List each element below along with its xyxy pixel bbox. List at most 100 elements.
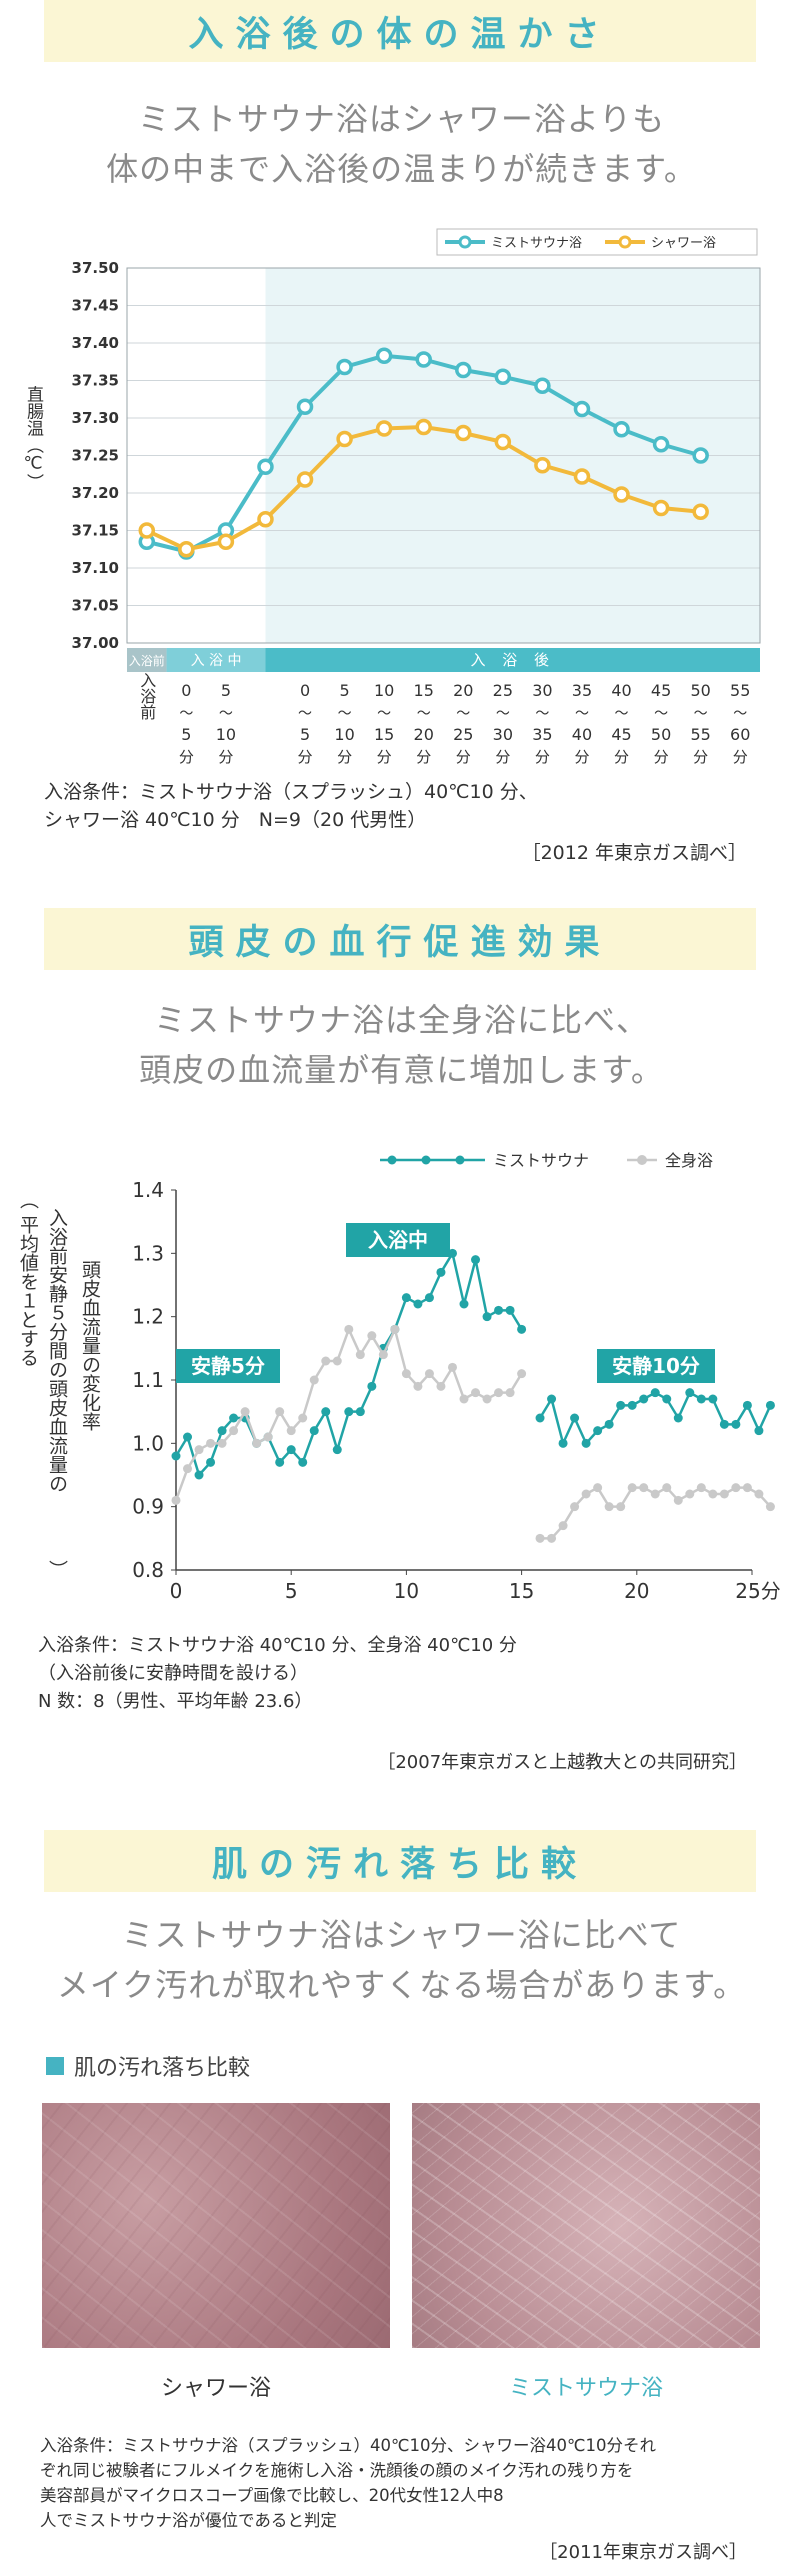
data-point bbox=[558, 1438, 568, 1448]
data-point bbox=[593, 1426, 603, 1436]
data-point bbox=[494, 1388, 504, 1398]
data-point bbox=[194, 1445, 204, 1455]
section2-title: 頭皮の血行促進効果 bbox=[44, 908, 756, 970]
x-tick-label: 10 bbox=[394, 1579, 419, 1603]
x-tick-label: 10 bbox=[334, 725, 354, 744]
x-tick-label: 〜 bbox=[377, 706, 391, 722]
data-point bbox=[367, 1331, 377, 1341]
y-tick-label: 37.15 bbox=[72, 522, 119, 540]
data-point bbox=[662, 1483, 672, 1493]
section3-lead: ミストサウナ浴はシャワー浴に比べて メイク汚れが取れやすくなる場合があります。 bbox=[0, 1910, 803, 2010]
data-point bbox=[459, 1394, 469, 1404]
x-tick-label: 分 bbox=[693, 748, 708, 766]
legend-marker bbox=[455, 1155, 465, 1165]
conditions-line: N 数：8（男性、平均年齢 23.6） bbox=[38, 1691, 313, 1712]
data-point bbox=[505, 1305, 515, 1315]
data-point bbox=[754, 1489, 764, 1499]
data-point bbox=[240, 1407, 250, 1417]
section1-title: 入浴後の体の温かさ bbox=[44, 0, 756, 62]
data-point bbox=[696, 1394, 706, 1404]
data-point bbox=[652, 436, 670, 453]
data-point bbox=[375, 347, 393, 364]
data-point bbox=[413, 1299, 423, 1309]
x-tick-label: 30 bbox=[532, 681, 552, 700]
x-tick-label: 〜 bbox=[496, 706, 510, 722]
section2-lead-line2: 頭皮の血流量が有意に増加します。 bbox=[139, 1051, 664, 1089]
data-point bbox=[415, 418, 432, 436]
x-tick-label: 35 bbox=[532, 725, 552, 744]
data-point bbox=[217, 1426, 227, 1436]
x-tick-label: 15 bbox=[374, 725, 394, 744]
data-point bbox=[206, 1457, 216, 1467]
x-tick-label: 5 bbox=[221, 681, 231, 700]
data-point bbox=[639, 1394, 649, 1404]
shower-caption: シャワー浴 bbox=[160, 2376, 271, 2401]
y-tick-label: 37.00 bbox=[72, 634, 119, 652]
data-point bbox=[413, 1381, 423, 1391]
y-tick-label: 37.25 bbox=[72, 447, 119, 465]
x-tick-label: 入浴前 bbox=[137, 672, 156, 721]
data-point bbox=[685, 1489, 695, 1499]
x-tick-label: 分 bbox=[218, 748, 233, 766]
legend-marker bbox=[421, 1155, 431, 1165]
data-point bbox=[534, 377, 551, 394]
conditions-line: （入浴前後に安静時間を設ける） bbox=[38, 1663, 308, 1684]
x-tick-label: 35 bbox=[572, 681, 592, 700]
data-point bbox=[229, 1426, 239, 1436]
section3-lead-line1: ミストサウナ浴はシャワー浴に比べて bbox=[121, 1916, 682, 1954]
legend-label: 全身浴 bbox=[665, 1151, 713, 1170]
data-point bbox=[257, 458, 274, 475]
data-point bbox=[517, 1369, 527, 1379]
y-tick-label: 37.35 bbox=[72, 372, 119, 390]
data-point bbox=[482, 1312, 492, 1322]
data-point bbox=[708, 1394, 718, 1404]
data-point bbox=[731, 1419, 741, 1429]
data-point bbox=[692, 503, 709, 520]
data-point bbox=[471, 1388, 481, 1398]
data-point bbox=[138, 522, 156, 539]
data-point bbox=[401, 1293, 411, 1303]
data-point bbox=[570, 1413, 580, 1423]
conditions-line: 入浴条件：ミストサウナ浴 40℃10 分、全身浴 40℃10 分 bbox=[38, 1635, 517, 1656]
x-tick-label: 25 bbox=[453, 725, 473, 744]
x-tick-label: 〜 bbox=[575, 706, 589, 722]
data-point bbox=[547, 1533, 557, 1543]
comparison-subheading: 肌の汚れ落ち比較 bbox=[46, 2050, 250, 2082]
x-tick-label: 〜 bbox=[733, 706, 747, 722]
data-point bbox=[581, 1438, 591, 1448]
data-point bbox=[298, 1457, 308, 1467]
rest5-label-box bbox=[176, 1349, 280, 1383]
data-point bbox=[650, 1489, 660, 1499]
y-tick-label: 1.4 bbox=[132, 1178, 164, 1202]
legend-marker bbox=[387, 1155, 397, 1165]
data-point bbox=[332, 1445, 342, 1455]
x-tick-label: 0 bbox=[181, 681, 191, 700]
data-point bbox=[309, 1375, 319, 1385]
section2-source: ［2007年東京ガスと上越教大との共同研究］ bbox=[377, 1752, 747, 1773]
data-point bbox=[754, 1426, 764, 1436]
x-tick-label: 5 bbox=[300, 725, 310, 744]
data-point bbox=[616, 1400, 626, 1410]
data-point bbox=[547, 1394, 557, 1404]
x-tick-label: 〜 bbox=[694, 706, 708, 722]
data-point bbox=[415, 351, 432, 368]
conditions-line: ぞれ同じ被験者にフルメイクを施術し入浴・洗顔後の顔のメイク汚れの残り方を bbox=[40, 2461, 634, 2480]
data-point bbox=[652, 499, 670, 517]
data-point bbox=[534, 457, 551, 474]
data-point bbox=[206, 1438, 216, 1448]
x-tick-label: 〜 bbox=[535, 706, 549, 722]
data-point bbox=[455, 361, 472, 379]
conditions-line: 美容部員がマイクロスコープ画像で比較し、20代女性12人中8 bbox=[40, 2486, 504, 2505]
data-point bbox=[613, 486, 630, 503]
x-tick-label: 〜 bbox=[615, 706, 629, 722]
data-point bbox=[505, 1388, 515, 1398]
rest5-label: 安静5分 bbox=[191, 1354, 265, 1378]
data-point bbox=[275, 1407, 285, 1417]
data-point bbox=[573, 400, 591, 418]
section2-lead-line1: ミストサウナ浴は全身浴に比べ、 bbox=[153, 1001, 649, 1039]
y-tick-label: 37.05 bbox=[72, 597, 119, 615]
data-point bbox=[719, 1489, 729, 1499]
y-tick-label: 37.45 bbox=[72, 297, 119, 315]
legend-marker bbox=[618, 235, 632, 249]
data-point bbox=[731, 1483, 741, 1493]
